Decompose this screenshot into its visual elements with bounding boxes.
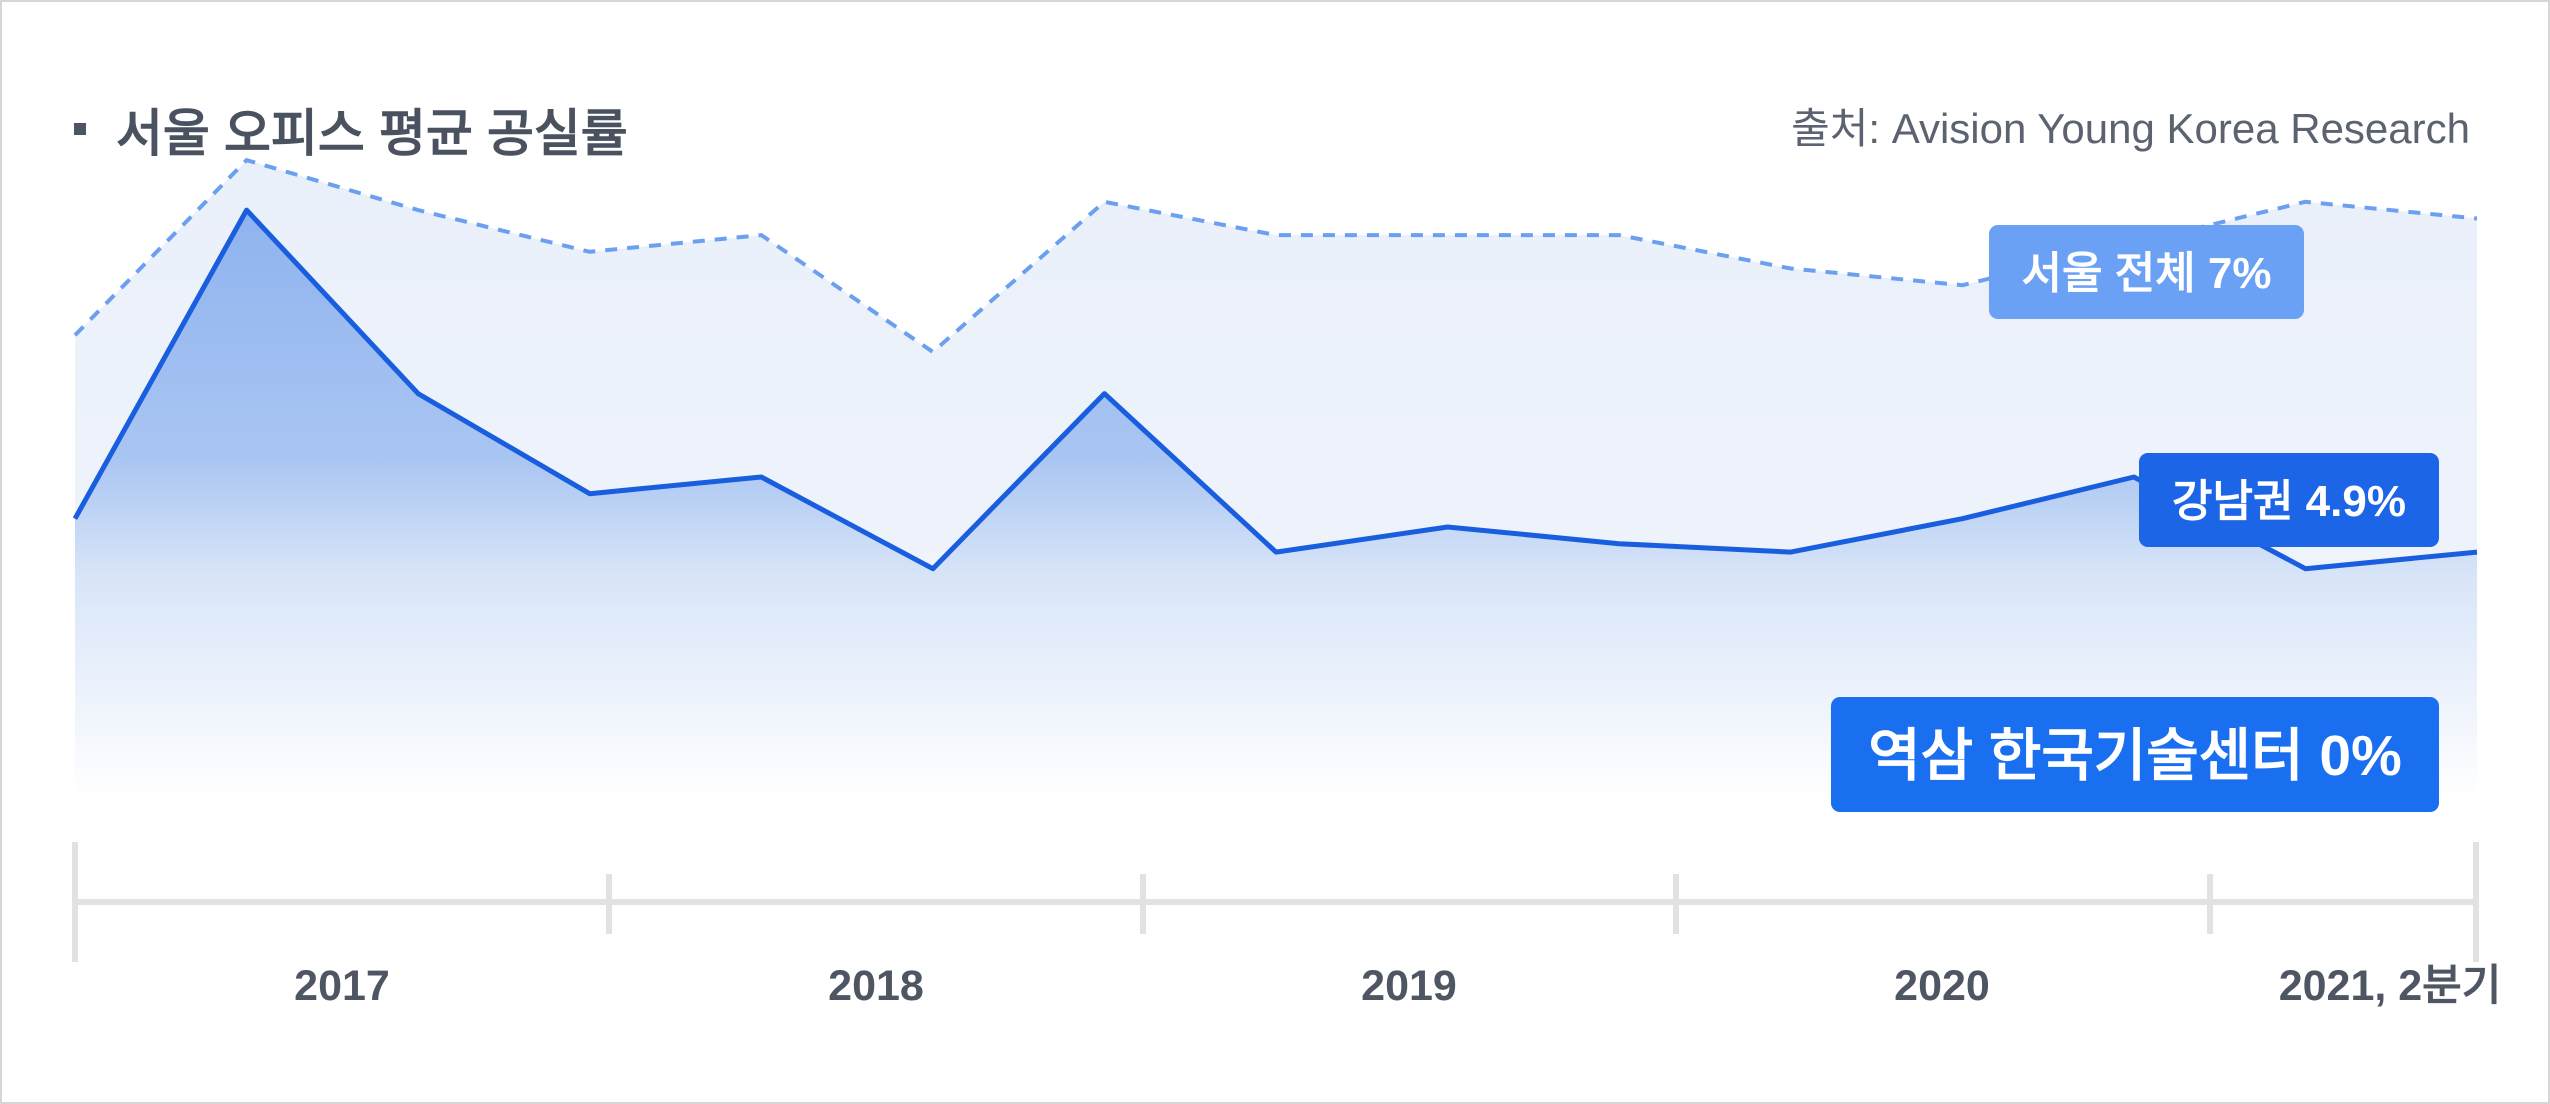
gangnam-area [75, 210, 2477, 801]
badge-yeoksam: 역삼 한국기술센터 0% [1831, 697, 2439, 812]
badge-yeoksam-label: 역삼 한국기술센터 0% [1868, 724, 2402, 788]
source-text: 출처: Avision Young Korea Research [1791, 105, 2470, 152]
badge-seoul-total: 서울 전체 7% [1989, 225, 2304, 319]
title-group: 서울 오피스 평균 공실률 [74, 92, 628, 166]
badge-seoul-total-label: 서울 전체 7% [2022, 249, 2272, 298]
badge-gangnam: 강남권 4.9% [2139, 453, 2439, 547]
chart-title: 서울 오피스 평균 공실률 [116, 105, 628, 162]
x-tick-label: 2021, 2분기 [2279, 962, 2502, 1010]
gangnam-line [72, 207, 2478, 572]
badge-seoul-total-bg [1989, 225, 2304, 319]
x-tick-label: 2017 [294, 962, 390, 1010]
title-bullet-icon [74, 123, 86, 135]
badge-yeoksam-bg [1831, 697, 2439, 812]
x-tick-label: 2019 [1361, 962, 1457, 1010]
x-tick-label: 2020 [1894, 962, 1990, 1010]
x-tick-label: 2018 [828, 962, 924, 1010]
badge-gangnam-label: 강남권 4.9% [2172, 477, 2406, 526]
badge-gangnam-bg [2139, 453, 2439, 547]
